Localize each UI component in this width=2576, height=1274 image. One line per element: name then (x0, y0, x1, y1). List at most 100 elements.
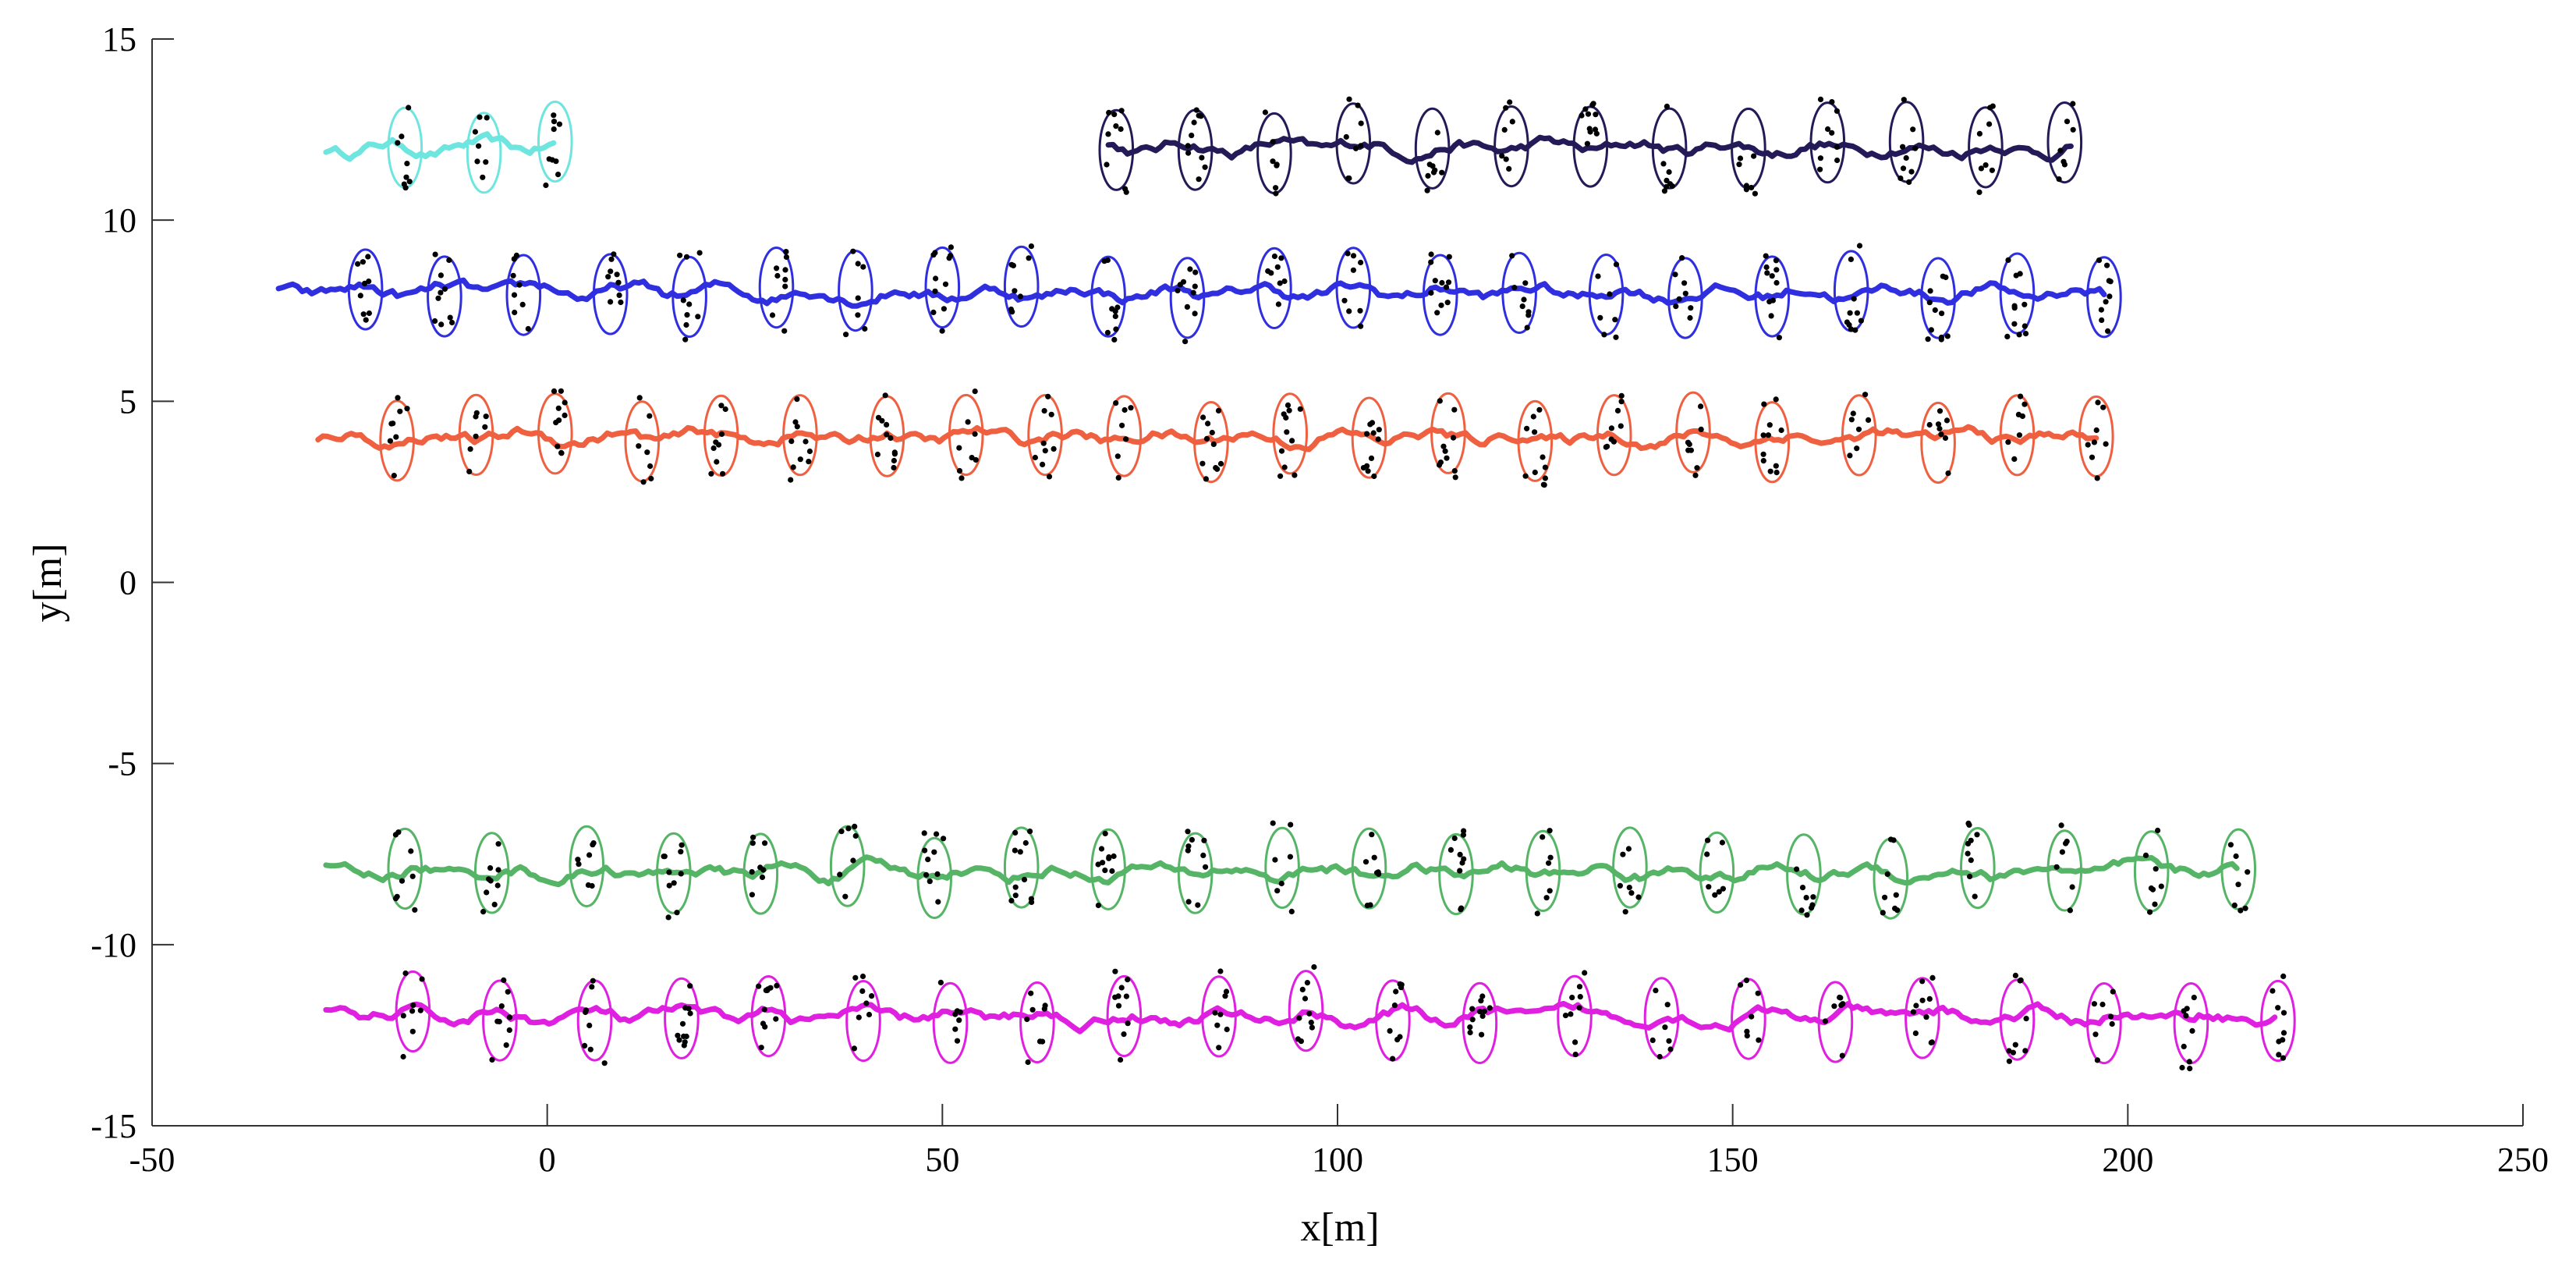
measurement-point (2085, 442, 2091, 448)
measurement-point (1666, 1038, 1672, 1044)
measurement-point (2059, 849, 2065, 855)
measurement-point (1593, 130, 1600, 137)
confidence-ellipse (1177, 832, 1214, 914)
measurement-point (757, 864, 764, 871)
measurement-point (1929, 1039, 1935, 1045)
measurement-point (935, 899, 941, 905)
measurement-point (1525, 309, 1532, 315)
measurement-point (2106, 278, 2112, 284)
measurement-point (1106, 109, 1112, 115)
plot-area (275, 96, 2296, 1072)
measurement-point (1201, 837, 1207, 843)
measurement-point (1376, 427, 1382, 433)
measurement-point (1590, 101, 1596, 107)
measurement-point (432, 251, 438, 257)
measurement-point (1296, 1015, 1302, 1021)
confidence-ellipse (1256, 112, 1292, 195)
measurement-point (1908, 169, 1915, 175)
measurement-point (390, 421, 396, 427)
measurement-point (1910, 1009, 1916, 1015)
measurement-point (683, 254, 690, 260)
measurement-point (438, 289, 444, 296)
measurement-point (1546, 860, 1552, 866)
measurement-point (482, 424, 488, 430)
confidence-ellipse (1920, 401, 1956, 484)
measurement-point (611, 251, 617, 257)
measurement-point (1503, 156, 1509, 162)
confidence-ellipse (1090, 828, 1126, 910)
measurement-point (410, 1002, 416, 1008)
measurement-point (2153, 866, 2159, 872)
confidence-ellipse (1414, 107, 1451, 190)
measurement-point (543, 182, 549, 189)
measurement-point (1743, 978, 1750, 984)
x-tick-label: 0 (539, 1141, 556, 1179)
measurement-point (783, 254, 790, 261)
confidence-ellipse (569, 825, 605, 908)
measurement-point (1534, 910, 1540, 917)
measurement-point (618, 299, 624, 306)
measurement-point (601, 1060, 608, 1066)
measurement-point (1760, 458, 1766, 464)
measurement-point (2013, 272, 2019, 279)
measurement-point (1187, 266, 1193, 272)
measurement-point (956, 467, 963, 474)
confidence-ellipse (1288, 970, 1324, 1052)
confidence-ellipse (1786, 833, 1822, 916)
measurement-point (1737, 155, 1744, 161)
measurement-point (1175, 287, 1181, 294)
measurement-point (1350, 253, 1357, 259)
measurement-point (1919, 978, 1926, 985)
measurement-point (884, 431, 890, 438)
measurement-point (608, 256, 615, 262)
confidence-ellipse (395, 970, 431, 1053)
measurement-point (484, 115, 490, 121)
confidence-ellipse (1422, 254, 1458, 336)
measurement-point (1458, 905, 1465, 911)
measurement-point (2098, 307, 2104, 313)
measurement-point (1270, 139, 1276, 145)
measurement-point (1209, 429, 1215, 436)
confidence-ellipse (924, 246, 961, 329)
measurement-point (1021, 876, 1028, 883)
confidence-ellipse (1430, 392, 1466, 474)
measurement-point (1509, 119, 1515, 125)
confidence-ellipse (742, 832, 779, 915)
measurement-point (1672, 271, 1678, 278)
confidence-ellipse (845, 980, 881, 1063)
measurement-point (1562, 1013, 1569, 1019)
measurement-point (1989, 167, 1995, 173)
measurement-point (2058, 822, 2064, 829)
x-tick-label: 100 (1312, 1141, 1363, 1179)
measurement-point (1768, 313, 1774, 319)
measurement-point (575, 857, 581, 863)
measurement-point (1522, 280, 1529, 286)
measurement-point (931, 849, 937, 855)
measurement-point (1370, 430, 1377, 436)
measurement-point (2245, 869, 2251, 875)
confidence-ellipse (1612, 826, 1648, 909)
measurement-point (1217, 968, 1224, 974)
measurement-point (1773, 279, 1780, 286)
measurement-point (1213, 465, 1219, 471)
measurement-point (1193, 107, 1199, 113)
measurement-point (1270, 158, 1276, 165)
measurement-point (852, 974, 859, 981)
measurement-point (677, 252, 683, 258)
measurement-point (1838, 1002, 1844, 1009)
measurement-point (2275, 1005, 2281, 1011)
measurement-point (1192, 269, 1199, 275)
measurement-point (1719, 839, 1725, 846)
measurement-point (1113, 326, 1119, 332)
confidence-ellipse (2086, 982, 2122, 1065)
measurement-point (2005, 439, 2011, 445)
measurement-point (506, 1027, 512, 1033)
measurement-point (1882, 894, 1888, 900)
measurement-point (589, 882, 595, 889)
measurement-point (675, 1032, 681, 1038)
measurement-point (1350, 267, 1356, 273)
measurement-point (1965, 850, 1971, 857)
measurement-point (1182, 339, 1189, 345)
measurement-point (1450, 435, 1457, 441)
measurement-point (837, 871, 843, 878)
